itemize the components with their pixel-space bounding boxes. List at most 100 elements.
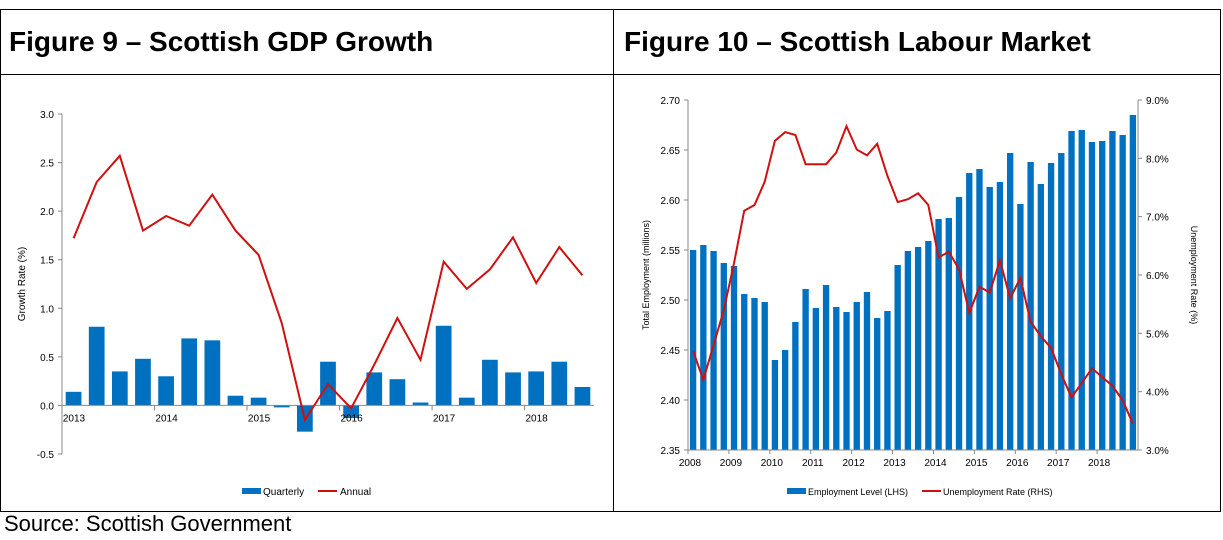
legend-label-unemployment: Unemployment Rate (RHS) xyxy=(943,487,1053,497)
bar-employment xyxy=(833,307,840,450)
y-axis-title: Growth Rate (%) xyxy=(17,247,28,321)
frame-right-border xyxy=(1220,9,1221,512)
bar-employment xyxy=(1006,153,1014,450)
bar-employment xyxy=(771,360,779,450)
bar-employment xyxy=(741,294,748,450)
y-tick-label-right: 4.0% xyxy=(1146,388,1169,399)
x-tick-label: 2017 xyxy=(1047,458,1070,469)
y-tick-label-left: 2.65 xyxy=(661,146,681,157)
y-tick-label-right: 3.0% xyxy=(1146,446,1169,457)
y-tick-label-left: 2.60 xyxy=(661,196,681,207)
frame-header-divider xyxy=(0,74,1221,75)
y-tick-label: 3.0 xyxy=(40,110,54,121)
bar-quarterly xyxy=(88,326,105,406)
bar-employment xyxy=(1027,162,1034,450)
bar-quarterly xyxy=(482,359,498,406)
bar-employment xyxy=(874,318,881,450)
bar-quarterly xyxy=(250,397,267,406)
x-tick-label: 2014 xyxy=(924,458,947,469)
gdp-growth-chart: 3.0 2.5 2.0 1.5 1.0 0.5 0.0 -0.5 2013 2014 2015 201… xyxy=(4,84,604,511)
bar-employment xyxy=(996,182,1004,450)
x-tick-label: 2012 xyxy=(843,458,866,469)
source-note: Source: Scottish Government xyxy=(4,511,292,536)
y-tick-label-right: 9.0% xyxy=(1146,96,1169,107)
bar-employment xyxy=(986,187,993,450)
bar-quarterly xyxy=(343,405,359,419)
bar-quarterly xyxy=(528,371,545,406)
y-tick-label: 2.5 xyxy=(40,159,54,170)
legend-label-quarterly: Quarterly xyxy=(263,487,304,498)
bar-employment xyxy=(935,219,942,450)
y-tick-label-left: 2.45 xyxy=(661,346,681,357)
bar-quarterly xyxy=(435,325,452,406)
bar-employment xyxy=(1109,131,1116,450)
bar-quarterly xyxy=(135,358,151,406)
y-tick-label: 0.0 xyxy=(40,401,54,412)
bar-employment xyxy=(730,266,738,450)
bar-quarterly xyxy=(366,372,383,406)
y-tick-label-left: 2.55 xyxy=(661,246,681,257)
bar-employment xyxy=(945,218,952,450)
figure9-title: Figure 9 – Scottish GDP Growth xyxy=(9,26,434,57)
bar-quarterly xyxy=(412,402,429,406)
y-tick-label-left: 2.50 xyxy=(661,296,681,307)
frame-top-border xyxy=(0,9,1221,10)
x-tick-label: 2011 xyxy=(802,458,824,469)
x-tick-label: 2015 xyxy=(965,458,988,469)
bar-employment xyxy=(1037,184,1045,450)
gdp-growth-chart-svg: 3.0 2.5 2.0 1.5 1.0 0.5 0.0 -0.5 2013 2014 2015 201… xyxy=(17,110,594,498)
y-tick-label: 0.5 xyxy=(40,353,54,364)
bar-employment xyxy=(925,241,932,450)
bar-employment xyxy=(914,247,922,450)
bar-employment xyxy=(1017,204,1024,450)
bar-employment xyxy=(853,302,860,450)
bar-employment xyxy=(751,298,758,450)
bar-employment xyxy=(802,289,809,450)
legend-label-employment: Employment Level (LHS) xyxy=(808,487,908,497)
bar-employment xyxy=(761,302,768,450)
bar-quarterly xyxy=(551,361,568,406)
series-line-unemployment xyxy=(692,123,1134,425)
x-tick-label: 2016 xyxy=(340,413,363,424)
bar-quarterly xyxy=(458,397,475,406)
y-tick-label-right: 5.0% xyxy=(1146,329,1169,340)
bar-employment xyxy=(1119,135,1126,450)
bar-employment xyxy=(904,251,912,450)
bar-employment xyxy=(1068,131,1075,450)
x-tick-label: 2017 xyxy=(433,413,456,424)
bar-quarterly xyxy=(111,371,128,406)
frame-middle-divider xyxy=(613,9,614,512)
x-tick-label: 2014 xyxy=(155,413,178,424)
y-tick-label: 1.0 xyxy=(40,304,54,315)
bar-quarterly xyxy=(389,379,406,406)
series-line-annual xyxy=(72,153,584,423)
bar-employment xyxy=(1099,141,1106,450)
bar-employment xyxy=(1088,142,1096,450)
y-tick-label: 2.0 xyxy=(40,207,54,218)
bar-quarterly xyxy=(181,338,198,406)
labour-market-chart: 2.70 2.65 2.60 2.55 2.50 2.45 2.40 2.35 9.0% 8.0%… xyxy=(618,84,1218,511)
x-tick-label: 2013 xyxy=(883,458,906,469)
bar-employment xyxy=(976,169,983,450)
bar-employment xyxy=(1129,115,1137,450)
x-tick-label: 2015 xyxy=(248,413,271,424)
bar-employment xyxy=(700,245,707,450)
legend-label-annual: Annual xyxy=(340,487,371,498)
y-tick-label-left: 2.35 xyxy=(661,446,681,457)
bar-quarterly xyxy=(204,340,221,406)
x-tick-label: 2010 xyxy=(761,458,784,469)
bar-employment xyxy=(955,197,963,450)
y-axis-title-left: Total Employment (millions) xyxy=(641,220,651,330)
x-tick-label: 2009 xyxy=(720,458,743,469)
bar-quarterly xyxy=(273,405,290,408)
bar-employment xyxy=(781,350,789,450)
bar-quarterly xyxy=(574,386,591,406)
bar-employment xyxy=(1047,163,1055,450)
x-tick-label: 2018 xyxy=(1088,458,1111,469)
bar-quarterly xyxy=(65,391,82,406)
frame-left-border xyxy=(0,9,1,512)
bar-employment xyxy=(689,250,697,450)
bar-quarterly xyxy=(158,376,174,406)
y-tick-label-left: 2.70 xyxy=(661,96,681,107)
bar-quarterly xyxy=(227,395,244,406)
